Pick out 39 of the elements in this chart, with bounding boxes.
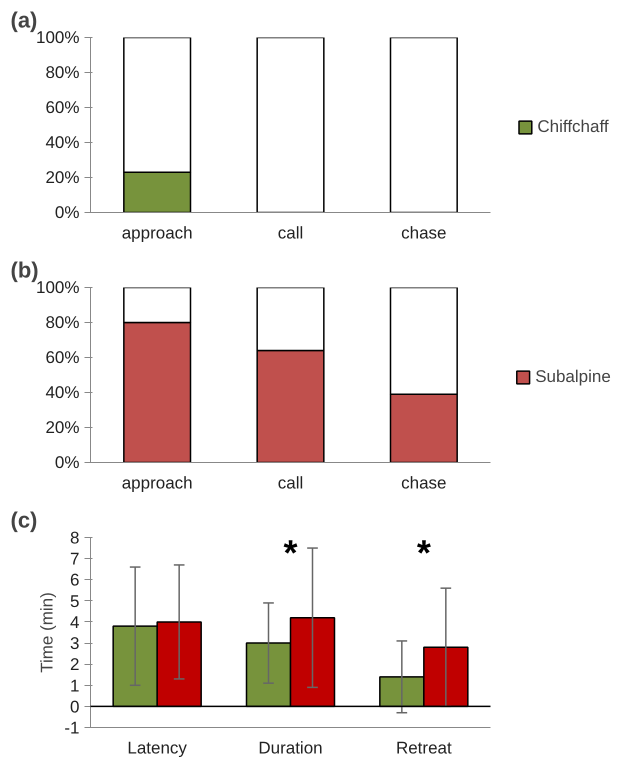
x-tick-label: chase (401, 474, 447, 492)
y-tick-label: 5 (70, 592, 80, 611)
x-tick-label: chase (401, 224, 447, 242)
y-tick-label: 80% (45, 313, 80, 332)
annotation: * (416, 532, 431, 574)
chart-title: (c) (10, 508, 38, 532)
y-axis-title: Time (min) (37, 592, 56, 673)
chart-title: (b) (10, 258, 39, 282)
y-tick-label: 40% (45, 383, 80, 402)
x-tick-label: call (278, 224, 304, 242)
x-tick-label: Latency (127, 738, 188, 758)
chart-title: (a) (10, 8, 38, 32)
y-tick-label: 20% (45, 168, 80, 187)
y-tick-label: 1 (70, 676, 80, 696)
y-tick-label: 0 (70, 697, 80, 716)
y-tick-label: 100% (36, 278, 80, 297)
y-tick-label: 40% (45, 133, 80, 152)
y-tick-label: 60% (45, 348, 80, 367)
y-tick-label: 6 (70, 570, 80, 590)
y-tick-label: 0% (54, 453, 80, 472)
x-tick-label: approach (122, 224, 193, 242)
y-tick-label: 3 (70, 634, 80, 654)
y-tick-label: 100% (36, 28, 80, 47)
annotation: * (283, 532, 298, 574)
y-tick-label: 8 (70, 528, 80, 548)
y-tick-label: 0% (54, 203, 80, 222)
x-tick-label: approach (122, 474, 193, 492)
y-tick-label: 80% (45, 63, 80, 82)
y-tick-label: 60% (45, 98, 80, 117)
y-tick-label: 4 (70, 612, 80, 632)
y-tick-label: 2 (70, 655, 80, 674)
y-tick-label: -1 (64, 718, 80, 738)
x-tick-label: Retreat (396, 738, 452, 758)
y-tick-label: 7 (70, 550, 80, 569)
x-tick-label: call (278, 474, 304, 492)
legend-label: Subalpine (535, 367, 611, 387)
legend-label: Chiffchaff (537, 117, 609, 137)
x-tick-label: Duration (258, 738, 323, 758)
y-tick-label: 20% (45, 418, 80, 437)
